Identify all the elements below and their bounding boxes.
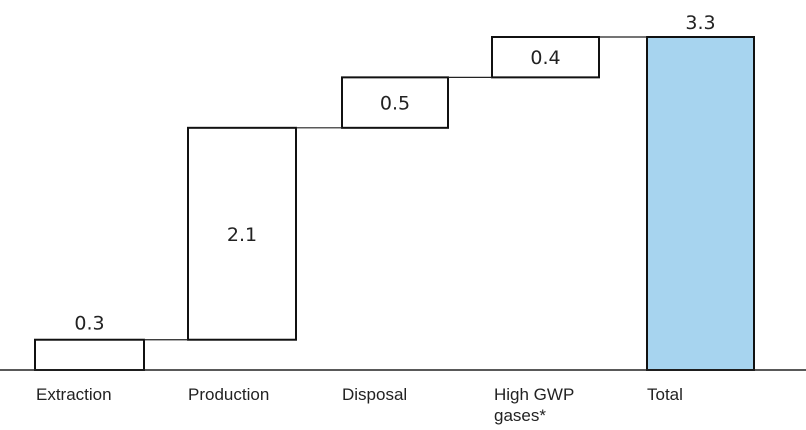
data-label-3: 0.4 bbox=[530, 47, 560, 69]
total-bar bbox=[646, 36, 755, 371]
x-tick-label-1: Production bbox=[188, 385, 269, 404]
data-label-1: 2.1 bbox=[227, 224, 257, 246]
waterfall-bar-2 bbox=[341, 76, 449, 129]
x-tick-label-2: Disposal bbox=[342, 385, 407, 404]
data-label-2: 0.5 bbox=[380, 93, 410, 115]
waterfall-bar-0 bbox=[34, 338, 145, 371]
x-tick-label-line: gases* bbox=[494, 406, 546, 425]
data-label-4: 3.3 bbox=[685, 12, 715, 34]
x-tick-label-line: Extraction bbox=[36, 385, 112, 404]
x-tick-label-line: Total bbox=[647, 385, 683, 404]
x-tick-label-0: Extraction bbox=[36, 385, 112, 404]
waterfall-bar-3 bbox=[491, 36, 600, 79]
x-tick-label-line: High GWP bbox=[494, 385, 574, 404]
x-tick-label-3: High GWP gases* bbox=[494, 385, 574, 425]
x-tick-label-line: Disposal bbox=[342, 385, 407, 404]
waterfall-bar-1 bbox=[187, 126, 297, 341]
data-label-0: 0.3 bbox=[74, 313, 104, 335]
x-tick-label-line: Production bbox=[188, 385, 269, 404]
x-tick-label-4: Total bbox=[647, 385, 683, 404]
